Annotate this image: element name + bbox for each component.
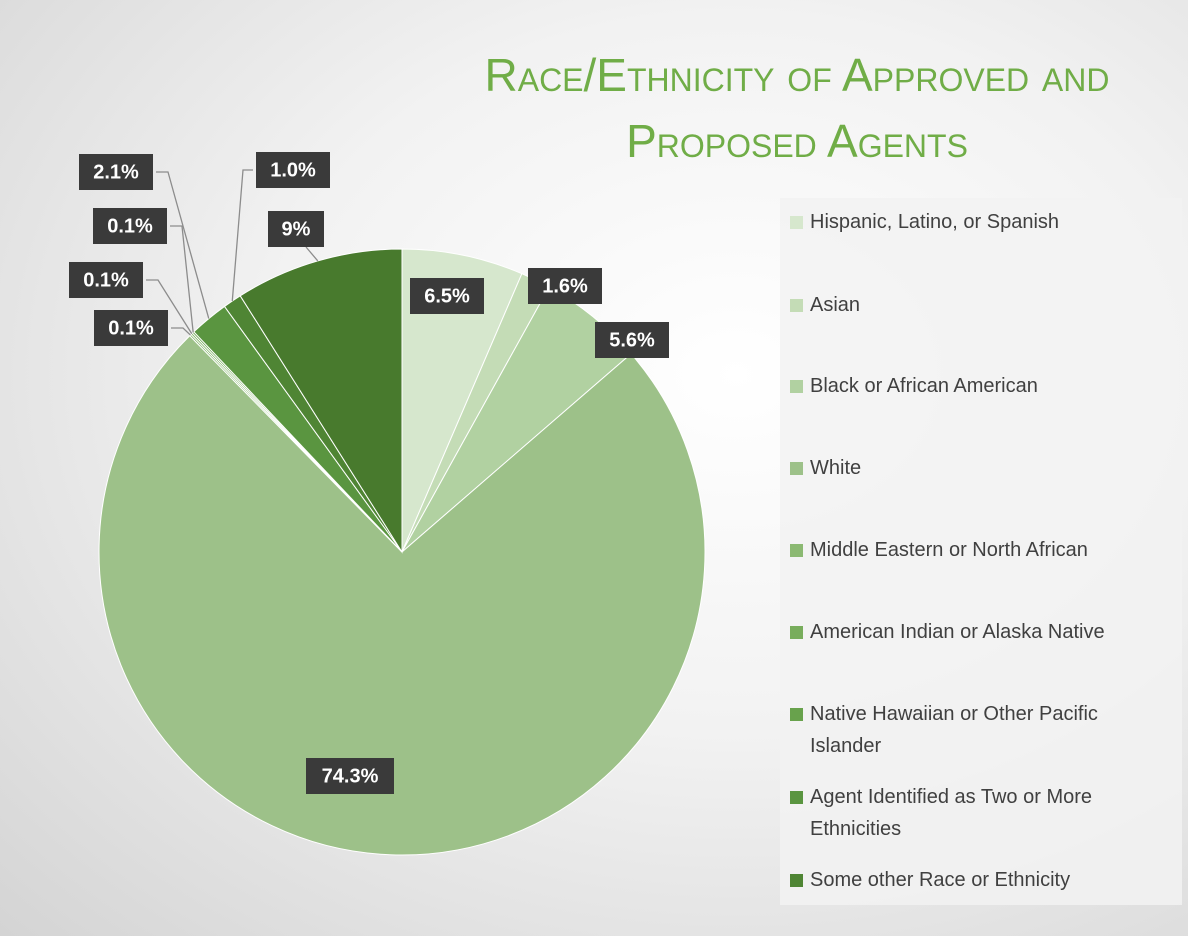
legend-label: American Indian or Alaska Native [810,621,1105,643]
legend-label: Asian [810,294,861,316]
legend-item: Middle Eastern or North African [790,534,1160,566]
legend-item: Asian [790,289,1160,321]
label-box [268,211,324,247]
data-label: 0.1% [83,269,129,291]
legend-label: Middle Eastern or North African [810,539,1088,561]
legend-swatch [790,299,803,312]
legend-item: American Indian or Alaska Native [790,616,1160,648]
label-box [306,758,394,794]
data-label: 1.0% [270,159,316,181]
label-box [93,208,167,244]
legend-swatch [790,380,803,393]
leader-line [170,225,194,333]
data-label: 0.1% [108,317,154,339]
data-label: 6.5% [424,285,470,307]
data-label: 0.1% [107,215,153,237]
legend-label: Some other Race or Ethnicity [810,869,1071,891]
legend-label: Agent Identified as Two or More Ethnicit… [810,786,1093,840]
legend-swatch [790,791,803,804]
leader-line [231,169,253,302]
legend-item: White [790,452,1160,484]
legend-item: Black or African American [790,370,1160,402]
label-box [256,152,330,188]
data-label: 74.3% [322,765,379,787]
label-box [528,268,602,304]
legend-item: Agent Identified as Two or More Ethnicit… [790,781,1160,845]
leader-line [305,246,319,262]
legend-swatch [790,874,803,887]
leader-line [156,171,210,319]
label-box [79,154,153,190]
data-label: 1.6% [542,275,588,297]
label-box [94,310,168,346]
leader-line [146,279,193,335]
legend: Hispanic, Latino, or Spanish Asian Black o… [780,198,1182,905]
chart-title: Race/Ethnicity of Approved and Proposed … [484,49,1110,167]
label-box [595,322,669,358]
legend-item: Hispanic, Latino, or Spanish [790,206,1160,238]
pie-slice [401,248,523,553]
leader-line [171,327,191,336]
legend-swatch [790,216,803,229]
label-box [410,278,484,314]
legend-label: Hispanic, Latino, or Spanish [810,211,1060,233]
data-label: 2.1% [93,161,139,183]
data-label: 9% [282,218,311,240]
label-box [69,262,143,298]
pie-slice [98,335,706,856]
legend-label: Black or African American [810,375,1038,397]
legend-item: Some other Race or Ethnicity [790,864,1160,896]
legend-swatch [790,626,803,639]
legend-swatch [790,708,803,721]
legend-swatch [790,544,803,557]
legend-item: Native Hawaiian or Other Pacific Islande… [790,698,1160,762]
legend-label: Native Hawaiian or Other Pacific Islande… [810,703,1098,757]
legend-label: White [810,457,862,479]
data-label: 5.6% [609,329,655,351]
legend-swatch [790,462,803,475]
